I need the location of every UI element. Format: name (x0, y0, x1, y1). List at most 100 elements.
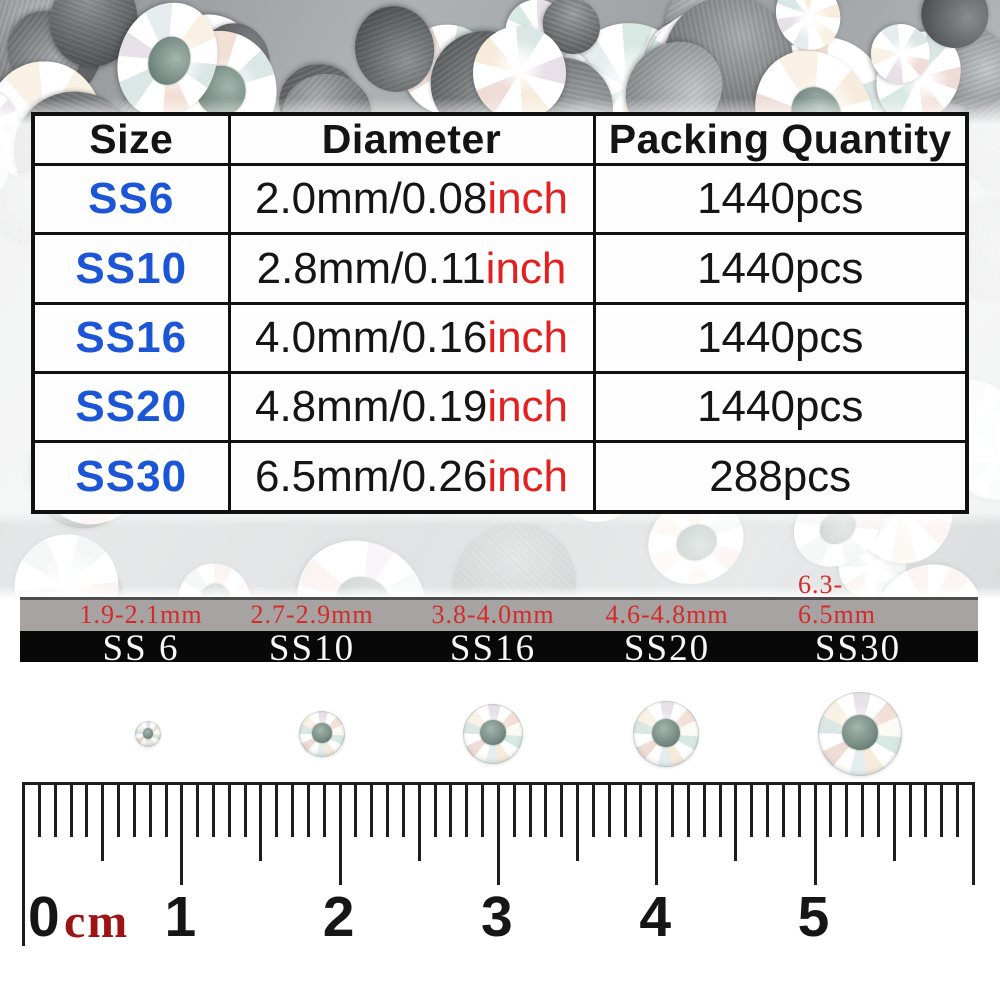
ruler-tick (971, 782, 975, 885)
range-label: 1.9-2.1mm (79, 600, 203, 629)
ruler-unit-label: cm (64, 895, 130, 948)
ruler-tick (291, 782, 295, 837)
crystal-front-gem (275, 517, 447, 600)
ruler-tick (560, 782, 564, 837)
ruler-tick (607, 782, 611, 837)
size-cell: SS20 (31, 371, 231, 444)
ruler-tick (528, 782, 532, 837)
ruler-tick (876, 782, 880, 837)
ruler-tick (386, 782, 390, 837)
ruler-tick (750, 782, 754, 837)
ruler-tick (544, 782, 548, 837)
ruler-tick (671, 782, 674, 837)
diameter-value: 2.8mm/0.11 (256, 243, 486, 293)
size-cell: SS30 (31, 440, 231, 514)
ruler-tick (718, 782, 722, 837)
ruler-tick (813, 782, 817, 885)
range-label: 4.6-4.8mm (605, 600, 729, 629)
ruler-number: 1 (164, 885, 197, 949)
size-cell: SS6 (31, 162, 231, 236)
ruler-tick (132, 782, 136, 837)
ruler-tick (354, 782, 358, 837)
quantity-cell: 1440pcs (592, 301, 969, 375)
rhinestone-sample-ss6 (135, 721, 161, 747)
ss-label-band: SS 6 SS10 SS16 SS20 SS30 (20, 628, 978, 669)
ruler-tick (306, 782, 310, 837)
range-label: 6.3-6.5mm (798, 570, 876, 629)
ruler-tick (940, 782, 944, 837)
ruler-tick (686, 782, 690, 837)
diameter-range-band: 1.9-2.1mm 2.7-2.9mm 3.8-4.0mm 4.6-4.8mm … (20, 570, 978, 631)
ruler-tick (148, 782, 152, 837)
ruler-tick (861, 782, 864, 837)
ss-label: SS16 (449, 628, 537, 669)
ruler-tick (417, 782, 421, 861)
ss-label: SS30 (814, 628, 902, 669)
ruler-tick (908, 782, 912, 837)
ruler-tick (275, 782, 279, 837)
diameter-value: 6.5mm/0.26 (254, 451, 488, 501)
ruler-tick (496, 782, 500, 885)
size-spec-table: Size Diameter Packing Quantity SS6 2.0mm… (31, 112, 969, 514)
diameter-value: 4.0mm/0.16 (254, 312, 488, 362)
col-header-quantity: Packing Quantity (592, 112, 969, 166)
ruler-tick (370, 782, 374, 837)
col-header-diameter: Diameter (227, 112, 596, 166)
ruler-tick (433, 782, 437, 837)
ruler-tick (212, 782, 215, 837)
diameter-cell: 2.0mm/0.08inch (227, 162, 596, 236)
ruler-tick (956, 782, 959, 837)
rhinestone-sample-ss30 (818, 692, 902, 776)
ruler-tick (892, 782, 896, 861)
table-row: SS10 2.8mm/0.11inch 1440pcs (31, 232, 969, 305)
ruler-tick (227, 782, 231, 837)
table-row: SS16 4.0mm/0.16inch 1440pcs (31, 301, 969, 375)
size-cell: SS16 (31, 301, 231, 375)
ruler-number: 4 (639, 885, 672, 949)
range-label: 3.8-4.0mm (431, 600, 555, 629)
table-row: SS20 4.8mm/0.19inch 1440pcs (31, 371, 969, 444)
ruler-tick (924, 782, 928, 837)
ruler-tick (243, 782, 247, 837)
ruler-tick (85, 782, 89, 837)
ruler-number: 2 (322, 885, 355, 949)
ss-label: SS 6 (102, 628, 180, 669)
ruler-tick (259, 782, 263, 861)
ruler-tick (639, 782, 643, 837)
ruler-tick (164, 782, 168, 837)
range-label: 2.7-2.9mm (250, 600, 374, 629)
ruler-tick (481, 782, 485, 837)
diameter-cell: 4.8mm/0.19inch (227, 371, 596, 444)
ruler: 0 1 2 3 4 5 cm (22, 782, 982, 982)
crystal-front-gem (472, 26, 566, 121)
ruler-tick (322, 782, 326, 837)
size-cell: SS10 (31, 232, 231, 305)
diameter-unit: inch (485, 243, 567, 293)
ruler-tick (655, 782, 659, 885)
ruler-tick (576, 782, 579, 861)
ruler-tick (22, 782, 25, 946)
ss-label: SS10 (268, 628, 356, 669)
rhinestone-sample-ss10 (299, 711, 345, 757)
diameter-cell: 4.0mm/0.16inch (227, 301, 596, 375)
diameter-cell: 2.8mm/0.11inch (227, 232, 596, 305)
diameter-unit: inch (487, 174, 569, 224)
diameter-unit: inch (487, 312, 569, 362)
diameter-cell: 6.5mm/0.26inch (227, 440, 596, 514)
ruler-tick (734, 782, 738, 861)
ruler-tick (702, 782, 706, 837)
ruler-number: 0 (28, 885, 60, 949)
col-header-size: Size (31, 112, 231, 166)
table-header-row: Size Diameter Packing Quantity (31, 112, 969, 166)
ruler-tick (53, 782, 57, 837)
diameter-unit: inch (487, 382, 569, 432)
ruler-tick (196, 782, 200, 837)
ruler-number: 5 (797, 885, 830, 949)
ruler-tick (845, 782, 849, 837)
rhinestone-sample-ss16 (463, 704, 523, 764)
ruler-tick (449, 782, 453, 837)
ruler-tick (623, 782, 627, 837)
quantity-cell: 1440pcs (592, 162, 969, 236)
ruler-tick (797, 782, 801, 837)
